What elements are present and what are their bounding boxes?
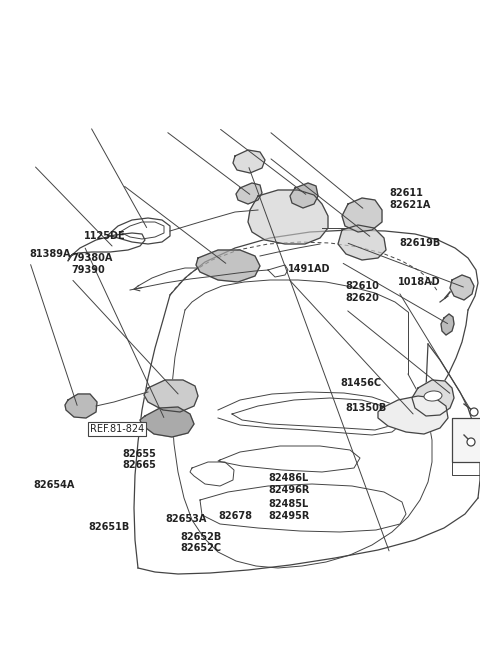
Polygon shape bbox=[441, 314, 454, 335]
Text: 82619B: 82619B bbox=[399, 238, 441, 248]
Text: 81350B: 81350B bbox=[346, 403, 387, 413]
Polygon shape bbox=[196, 250, 260, 282]
Polygon shape bbox=[338, 225, 386, 260]
Text: 79380A
79390: 79380A 79390 bbox=[71, 253, 112, 275]
Polygon shape bbox=[342, 198, 382, 232]
Text: 82611
82621A: 82611 82621A bbox=[390, 188, 431, 210]
Text: 82652B
82652C: 82652B 82652C bbox=[180, 532, 221, 553]
Text: 82653A: 82653A bbox=[166, 514, 207, 524]
Circle shape bbox=[467, 438, 475, 446]
Ellipse shape bbox=[424, 391, 442, 401]
Circle shape bbox=[470, 408, 478, 416]
Polygon shape bbox=[378, 396, 448, 434]
Text: 82654A: 82654A bbox=[34, 480, 75, 490]
Polygon shape bbox=[412, 380, 454, 416]
Polygon shape bbox=[248, 190, 328, 244]
Polygon shape bbox=[65, 394, 97, 418]
Text: 1018AD: 1018AD bbox=[398, 277, 441, 287]
Text: 82485L
82495R: 82485L 82495R bbox=[269, 499, 310, 521]
Text: REF.81-824: REF.81-824 bbox=[90, 424, 144, 434]
Polygon shape bbox=[233, 150, 265, 173]
Polygon shape bbox=[140, 407, 194, 437]
Polygon shape bbox=[144, 380, 198, 412]
Text: 82610
82620: 82610 82620 bbox=[346, 281, 380, 303]
Text: 82655
82665: 82655 82665 bbox=[122, 449, 156, 470]
Text: 1125DE: 1125DE bbox=[84, 231, 126, 241]
FancyBboxPatch shape bbox=[452, 418, 480, 462]
Polygon shape bbox=[236, 183, 262, 204]
Text: 82651B: 82651B bbox=[89, 522, 130, 532]
Text: 1491AD: 1491AD bbox=[288, 264, 331, 274]
Text: 82486L
82496R: 82486L 82496R bbox=[269, 473, 310, 495]
Text: 81389A: 81389A bbox=[30, 249, 71, 259]
Text: 82678: 82678 bbox=[218, 511, 252, 521]
Polygon shape bbox=[290, 183, 318, 208]
Polygon shape bbox=[450, 275, 474, 300]
Text: 81456C: 81456C bbox=[341, 378, 382, 388]
